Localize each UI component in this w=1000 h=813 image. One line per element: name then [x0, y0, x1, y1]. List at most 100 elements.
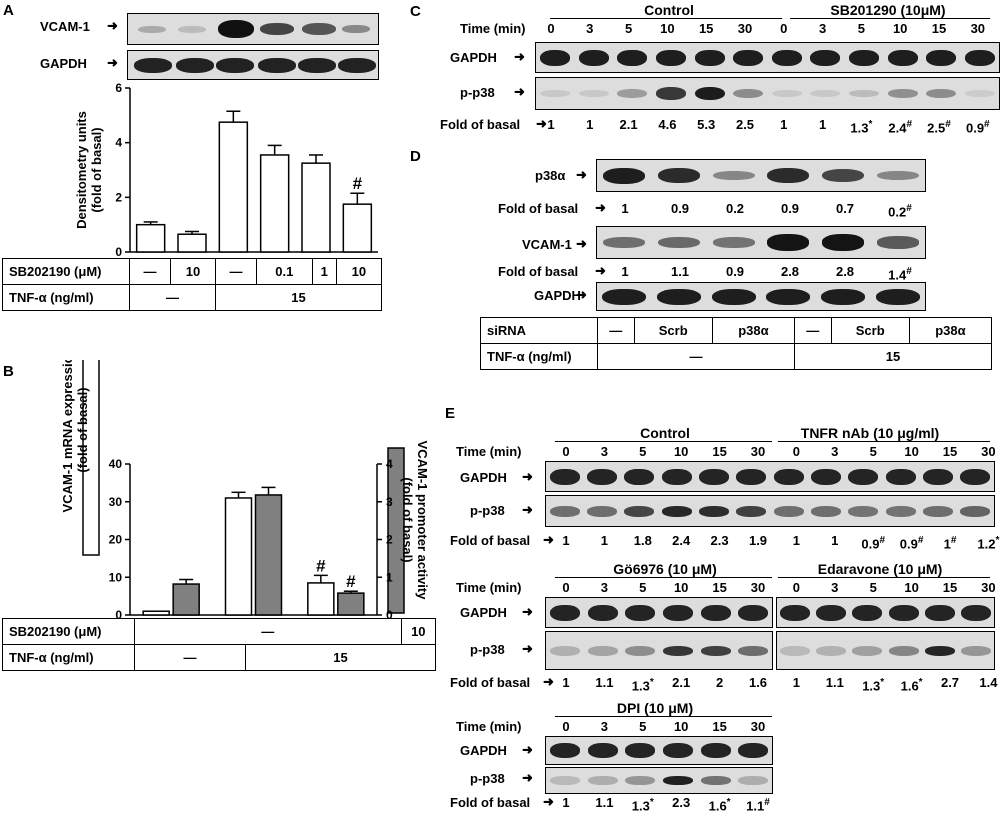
fold-value-value: 1.1 [595, 795, 614, 810]
fold-label: Fold of basal [498, 201, 579, 216]
blot-label-gapdh: GAPDH [460, 605, 507, 620]
cond-table-d: siRNA — Scrb p38α — Scrb p38α TNF-α (ng/… [480, 317, 993, 370]
blot-label-gapdh: GAPDH [534, 288, 581, 303]
fold-value: 1 [793, 676, 800, 690]
fold-value-value: 5.3 [697, 117, 716, 132]
blot-band [733, 49, 764, 66]
fold-value: 0.9# [900, 534, 924, 551]
blot-band [578, 49, 609, 66]
blot-band [852, 604, 883, 621]
y-tick-label: 40 [109, 457, 123, 471]
time-tick: 30 [738, 22, 752, 36]
fold-value-value: 1 [792, 533, 801, 548]
group-label: TNFR nAb (10 μg/ml) [800, 425, 940, 441]
significance-mark: * [995, 535, 1000, 546]
chart-b-ylabel-left-line2: (fold of basal) [75, 387, 90, 472]
fold-value: 1.6* [709, 796, 731, 813]
fold-value-value: 1 [818, 117, 827, 132]
blot-band [658, 167, 700, 184]
cond-cell: Scrb [830, 317, 910, 344]
time-tick-value: 3 [600, 444, 609, 459]
blot-band [736, 468, 767, 485]
time-tick-value: 0 [562, 444, 570, 459]
time-tick: 5 [858, 22, 865, 36]
blot-band [587, 468, 617, 485]
blot-band [700, 743, 731, 758]
blot-band [887, 88, 918, 99]
fold-value-value: 1 [831, 533, 839, 548]
cond-cell: 0.1 [255, 258, 313, 285]
fold-value-value: 2 [715, 675, 724, 690]
panel-b: B VCAM-1 mRNA expression (fold of basal)… [0, 360, 440, 705]
fold-value: 1 [601, 534, 608, 548]
fold-value: 1.1 [595, 796, 613, 810]
blot-band [694, 49, 725, 66]
panel-a: A VCAM-1 ➜ GAPDH ➜ Densitometry units (f… [0, 0, 395, 390]
blot-label-gapdh: GAPDH [460, 743, 507, 758]
fold-label: Fold of basal [450, 675, 531, 690]
time-tick-value: 30 [750, 444, 766, 459]
blot-band [700, 645, 731, 656]
time-tick-value: 10 [673, 444, 689, 459]
chart-b-ylabel-right-line1: VCAM-1 promoter activity [415, 441, 430, 601]
time-tick-value: 30 [981, 444, 996, 459]
fold-value: 1 [831, 534, 838, 548]
fold-value-value: 1.1 [595, 675, 614, 690]
blot-band [624, 468, 655, 485]
time-tick: 5 [625, 22, 632, 36]
time-tick: 30 [981, 445, 995, 459]
cond-cell: 1 [311, 258, 337, 285]
fold-label: Fold of basal [498, 264, 579, 279]
significance-mark: * [868, 119, 873, 130]
time-tick: 3 [819, 22, 826, 36]
time-tick-value: 15 [698, 21, 714, 36]
blot-band [848, 89, 879, 98]
group-label: Control [644, 2, 694, 18]
blot-band [766, 288, 811, 305]
fold-value: 2.7 [941, 676, 959, 690]
blot-band [960, 505, 991, 517]
fold-value-value: 1.6 [900, 678, 919, 694]
blot-band [964, 49, 995, 66]
fold-value: 1.1 [671, 265, 689, 279]
y-tick-label: 0 [386, 608, 393, 622]
chart-b: VCAM-1 mRNA expression (fold of basal) V… [60, 360, 430, 622]
blot-band [923, 505, 953, 517]
fold-value-value: 2.4 [672, 533, 691, 548]
fold-value: 1 [562, 676, 569, 690]
time-tick: 30 [751, 720, 765, 734]
cond-cell: — [134, 618, 402, 645]
blot-band [540, 89, 571, 98]
bar [172, 583, 200, 616]
blot-band [662, 776, 693, 785]
blot-band [617, 49, 648, 66]
chart-a-ylabel: Densitometry units (fold of basal) [74, 111, 104, 229]
time-tick: 0 [793, 445, 800, 459]
fold-value-value: 1.8 [633, 533, 652, 548]
fold-value-value: 2.4 [888, 120, 907, 136]
cond-cell: — [129, 258, 171, 285]
blot-label-gapdh: GAPDH [40, 56, 87, 71]
arrow-icon: ➜ [522, 502, 533, 517]
time-tick: 5 [639, 445, 646, 459]
fold-value-value: 0.9 [670, 201, 690, 216]
blot-band [549, 604, 580, 621]
y-tick-label: 4 [115, 136, 122, 150]
blot-band [658, 236, 700, 249]
time-tick-value: 30 [737, 21, 753, 36]
time-tick: 0 [793, 581, 800, 595]
fold-value: 1.6 [749, 676, 767, 690]
cond-cell: 15 [245, 644, 436, 671]
blot-band [923, 468, 953, 485]
blot-band [603, 167, 646, 184]
blot-d-vcam [596, 226, 926, 259]
time-label: Time (min) [456, 719, 522, 734]
fold-value: 1 [547, 118, 554, 132]
fold-value-value: 1 [780, 117, 788, 132]
fold-value: 2.3 [711, 534, 729, 548]
y-tick-label: 4 [386, 457, 393, 471]
time-tick: 15 [712, 720, 726, 734]
fold-value-value: 1 [621, 264, 629, 279]
arrow-icon: ➜ [522, 742, 533, 757]
blot-band [549, 645, 580, 656]
